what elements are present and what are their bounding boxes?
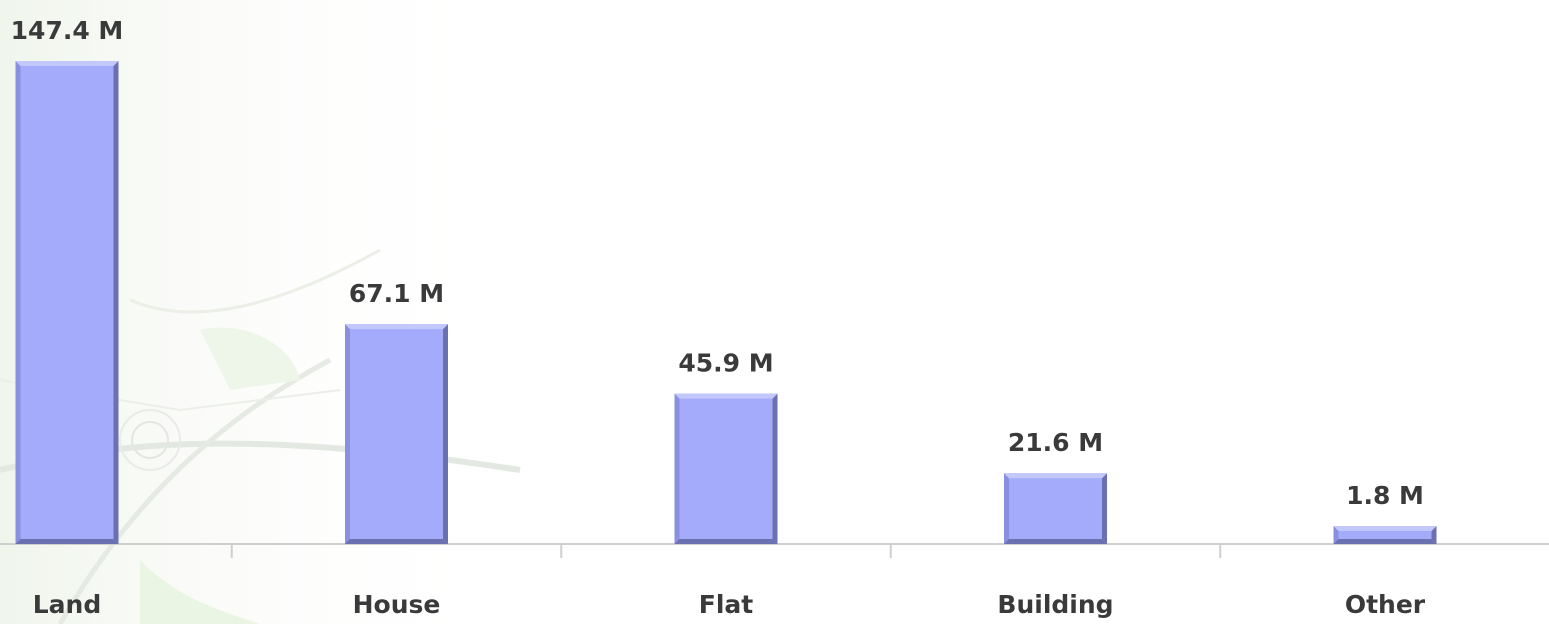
- bar-value-label: 147.4 M: [11, 16, 124, 45]
- x-tick-label: Flat: [699, 590, 754, 619]
- bar-land: [15, 61, 119, 544]
- x-tick-label: Land: [33, 590, 102, 619]
- x-tick-label: Building: [997, 590, 1113, 619]
- bar-value-label: 67.1 M: [349, 279, 444, 308]
- bar-value-label: 1.8 M: [1346, 481, 1424, 510]
- bar-other: [1333, 526, 1437, 544]
- bar-house: [345, 324, 448, 544]
- bar-value-label: 45.9 M: [678, 349, 773, 378]
- x-tick-label: Other: [1345, 590, 1426, 619]
- bar-flat: [674, 393, 778, 544]
- x-tick-label: House: [353, 590, 441, 619]
- bar-value-label: 21.6 M: [1008, 428, 1103, 457]
- bar-building: [1004, 473, 1107, 544]
